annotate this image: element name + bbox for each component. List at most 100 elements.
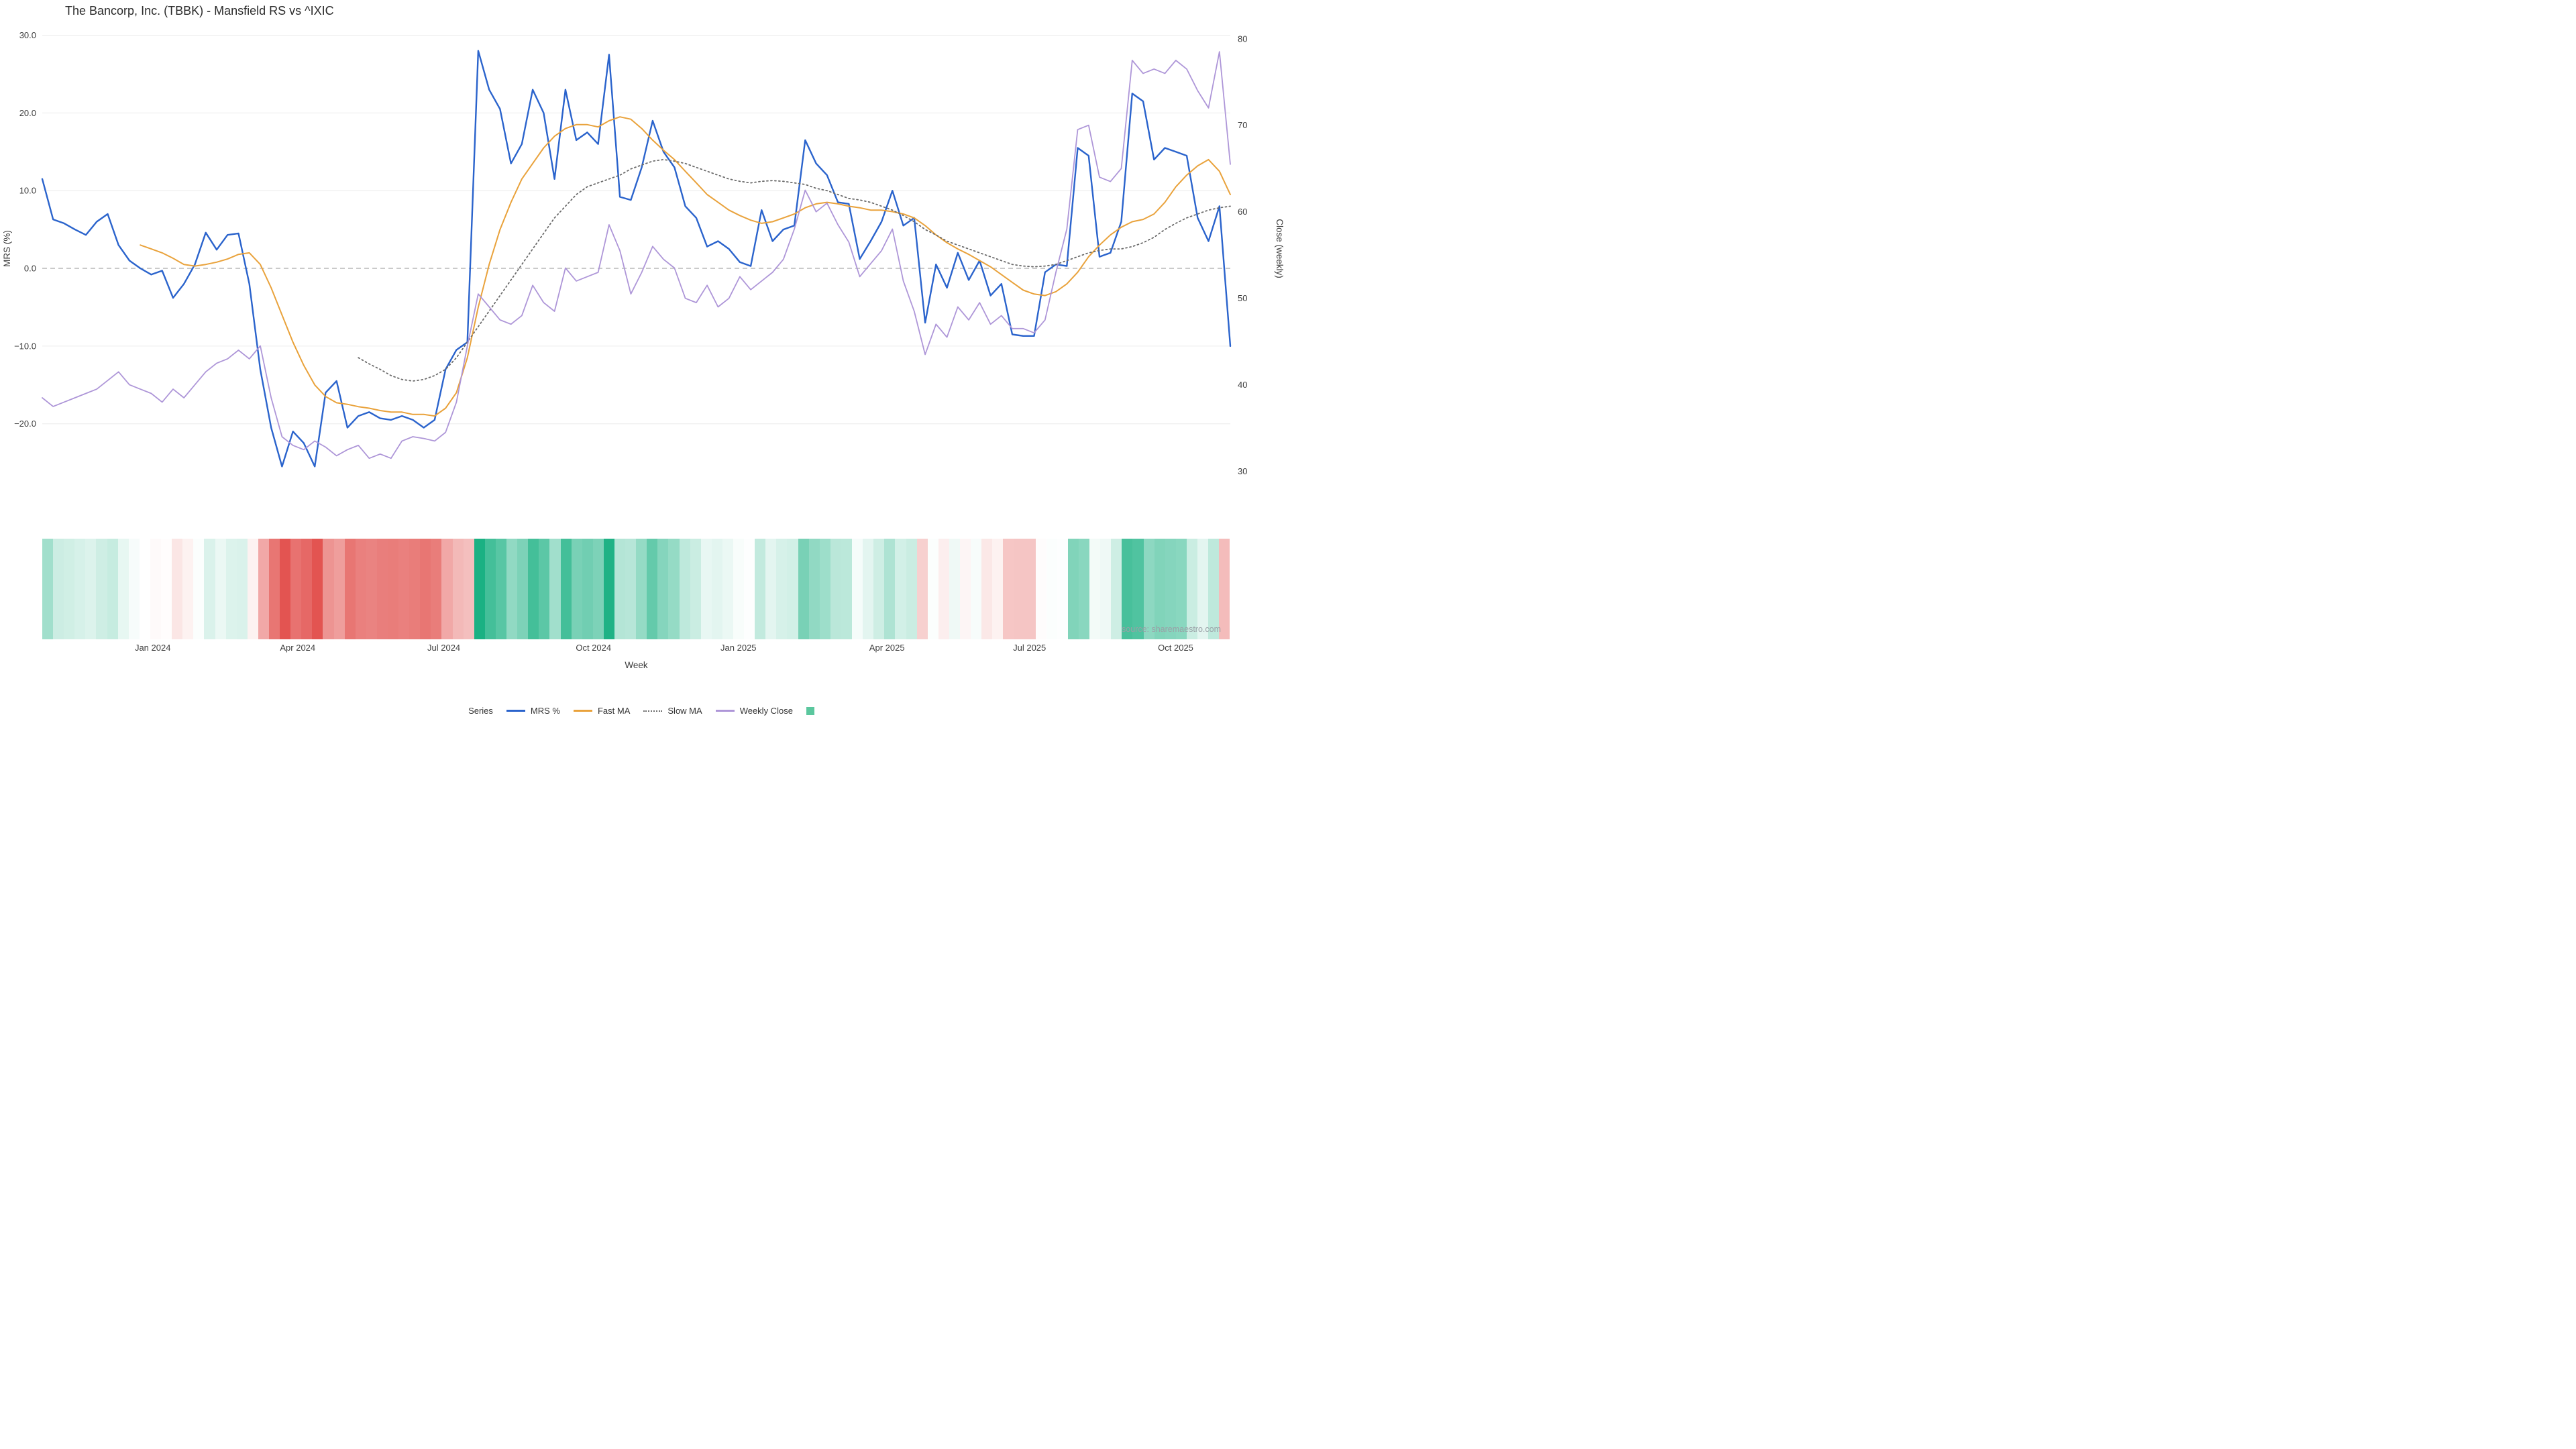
y-axis-tick-left: 10.0 <box>19 186 36 196</box>
heatmap-stripe <box>863 539 874 639</box>
x-axis-tick-label: Apr 2024 <box>280 643 316 653</box>
legend-item-mrs[interactable]: MRS % <box>506 706 560 716</box>
heatmap-stripe <box>690 539 701 639</box>
heatmap-stripe <box>949 539 960 639</box>
heatmap-stripe <box>225 539 237 639</box>
heatmap-stripe <box>798 539 809 639</box>
mrs-heatmap-strip: source: sharemaestro.com <box>42 539 1230 639</box>
heatmap-stripe <box>388 539 399 639</box>
heatmap-stripe <box>280 539 291 639</box>
right-axis-title: Close (weekly) <box>1275 219 1285 278</box>
heatmap-stripe <box>657 539 669 639</box>
y-axis-tick-left: −10.0 <box>14 341 36 351</box>
heatmap-stripe <box>495 539 507 639</box>
heatmap-stripe <box>517 539 529 639</box>
heatmap-stripe <box>247 539 258 639</box>
heatmap-stripe <box>117 539 129 639</box>
x-axis-ticks: Jan 2024 Apr 2024 Jul 2024 Oct 2024 Jan 2025… <box>42 643 1230 656</box>
heatmap-stripe <box>1067 539 1079 639</box>
heatmap-stripe <box>1197 539 1209 639</box>
heatmap-stripe <box>366 539 377 639</box>
heatmap-stripe <box>463 539 474 639</box>
y-axis-tick-right: 30 <box>1238 466 1247 476</box>
heatmap-stripe <box>1024 539 1036 639</box>
heatmap-stripe <box>852 539 863 639</box>
heatmap-stripe <box>1186 539 1198 639</box>
heatmap-stripe <box>484 539 496 639</box>
heatmap-stripe <box>1046 539 1057 639</box>
heatmap-stripe <box>1154 539 1165 639</box>
legend-item-weekly-close[interactable]: Weekly Close <box>715 706 793 716</box>
heatmap-stripe <box>808 539 820 639</box>
heatmap-stripe <box>182 539 194 639</box>
legend-swatch-heatmap <box>806 706 814 715</box>
x-axis-tick-label: Jul 2024 <box>427 643 461 653</box>
x-axis-tick-label: Jul 2025 <box>1013 643 1046 653</box>
heatmap-stripe <box>344 539 356 639</box>
heatmap-stripe <box>1057 539 1068 639</box>
legend-swatch-weekly-close <box>715 710 735 712</box>
heatmap-stripe <box>830 539 841 639</box>
heatmap-stripe <box>722 539 733 639</box>
legend-item-slow-ma[interactable]: Slow MA <box>643 706 702 716</box>
heatmap-stripe <box>64 539 75 639</box>
series-line-slow-ma <box>358 159 1231 382</box>
heatmap-stripe <box>398 539 410 639</box>
heatmap-stripe <box>139 539 150 639</box>
heatmap-stripe <box>927 539 938 639</box>
heatmap-stripe <box>700 539 712 639</box>
legend: Series MRS % Fast MA Slow MA Weekly Close <box>0 706 1288 716</box>
heatmap-stripe <box>895 539 906 639</box>
heatmap-stripe <box>1014 539 1025 639</box>
heatmap-stripe <box>1132 539 1144 639</box>
heatmap-stripe <box>647 539 658 639</box>
legend-item-fast-ma[interactable]: Fast MA <box>573 706 631 716</box>
heatmap-stripe <box>409 539 421 639</box>
heatmap-stripe <box>603 539 614 639</box>
heatmap-stripe <box>614 539 626 639</box>
chart-title: The Bancorp, Inc. (TBBK) - Mansfield RS … <box>65 4 334 17</box>
heatmap-stripe <box>193 539 205 639</box>
heatmap-stripe <box>236 539 248 639</box>
heatmap-stripe <box>312 539 323 639</box>
x-axis-tick-label: Oct 2024 <box>576 643 612 653</box>
heatmap-stripe <box>539 539 550 639</box>
heatmap-stripe <box>355 539 366 639</box>
y-axis-tick-left: −20.0 <box>14 419 36 429</box>
legend-item-label: Slow MA <box>667 706 702 716</box>
series-line-weekly-close <box>42 51 1231 460</box>
series-line-mrs <box>41 50 1232 468</box>
x-axis-tick-label: Jan 2025 <box>720 643 757 653</box>
heatmap-stripe <box>711 539 722 639</box>
heatmap-stripe <box>873 539 885 639</box>
heatmap-stripe <box>744 539 755 639</box>
heatmap-stripe <box>560 539 572 639</box>
heatmap-stripe <box>1035 539 1046 639</box>
heatmap-stripe <box>1208 539 1220 639</box>
heatmap-stripe <box>765 539 777 639</box>
heatmap-stripe <box>420 539 431 639</box>
heatmap-stripe <box>53 539 64 639</box>
heatmap-stripe <box>1219 539 1230 639</box>
heatmap-stripe <box>636 539 647 639</box>
legend-item-heatmap[interactable] <box>806 706 820 715</box>
x-axis-tick-label: Jan 2024 <box>134 643 171 653</box>
y-axis-tick-right: 80 <box>1238 34 1247 44</box>
heatmap-stripe <box>85 539 97 639</box>
heatmap-stripe <box>506 539 518 639</box>
heatmap-stripe <box>96 539 107 639</box>
heatmap-stripe <box>258 539 269 639</box>
heatmap-stripe <box>938 539 949 639</box>
heatmap-stripe <box>916 539 928 639</box>
heatmap-stripe <box>959 539 971 639</box>
heatmap-stripe <box>1111 539 1122 639</box>
heatmap-stripe <box>787 539 798 639</box>
heatmap-stripe <box>571 539 582 639</box>
heatmap-stripe <box>452 539 464 639</box>
heatmap-stripe <box>884 539 896 639</box>
x-axis-title: Week <box>625 660 648 670</box>
heatmap-stripe <box>981 539 993 639</box>
heatmap-stripe <box>268 539 280 639</box>
heatmap-stripe <box>1175 539 1187 639</box>
legend-item-label: Fast MA <box>597 706 631 716</box>
